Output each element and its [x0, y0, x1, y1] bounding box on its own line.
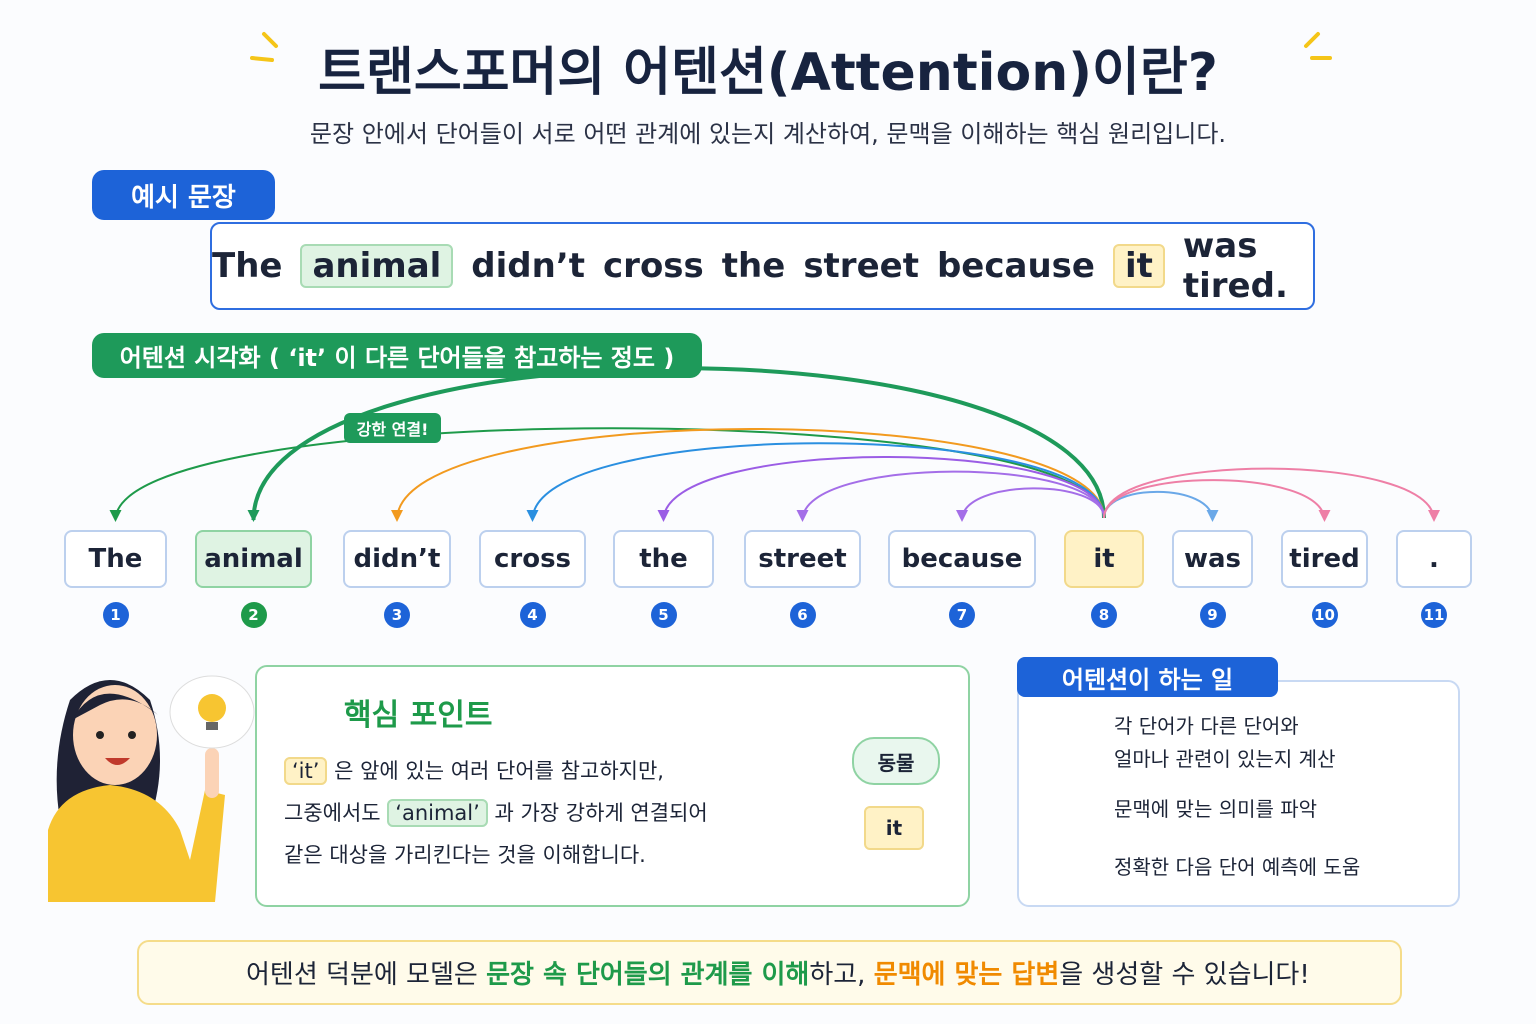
example-label: 예시 문장 [92, 170, 275, 220]
role-item: 문맥에 맞는 의미를 파악 [1114, 793, 1317, 826]
word: cross [603, 246, 704, 286]
footer-segment: 하고, [809, 960, 874, 990]
token-index: 11 [1421, 602, 1447, 628]
title: 트랜스포머의 어텐션(Attention)이란? [318, 43, 1218, 103]
footer-segment: 을 생성할 수 있습니다! [1059, 960, 1310, 990]
token: was [1172, 530, 1253, 588]
role-text: 각 단어가 다른 단어와 [1114, 714, 1299, 738]
key-point-segment: 은 앞에 있는 여러 단어를 참고하지만, [327, 759, 664, 783]
token-index: 9 [1199, 602, 1226, 628]
attention-arc [801, 470, 1105, 521]
token: . [1396, 530, 1472, 588]
arc-head [1428, 510, 1440, 522]
token: cross [479, 530, 586, 588]
key-point-segment: 같은 대상을 가리킨다는 것을 이해합니다. [284, 843, 646, 867]
key-point-title: 핵심 포인트 [344, 698, 493, 733]
footer-segment: 어텐션 덕분에 모델은 [246, 960, 487, 990]
annotation: 강한 연결! [344, 413, 441, 443]
arc-head [1318, 510, 1331, 522]
arc-head [956, 510, 968, 522]
attention-arc [662, 456, 1105, 521]
attention-arc [1103, 479, 1326, 521]
attention-arc [531, 442, 1105, 521]
subtitle: 문장 안에서 단어들이 서로 어떤 관계에 있는지 계산하여, 문맥을 이해하는… [309, 120, 1227, 148]
arc-head [657, 510, 670, 522]
token-index: 10 [1311, 602, 1338, 628]
roles-box [1017, 680, 1460, 907]
attention-arc [961, 487, 1105, 521]
arc-head [1206, 510, 1219, 522]
key-point-line: ‘it’ 은 앞에 있는 여러 단어를 참고하지만, [284, 750, 708, 792]
token-index: 8 [1091, 602, 1117, 628]
token: The [64, 530, 167, 588]
token-index: 1 [102, 602, 129, 628]
token-index: 3 [384, 602, 410, 628]
token: animal [195, 530, 312, 588]
example-sentence: The animal didn’t cross the street because it wa… [210, 222, 1315, 310]
key-point-box [255, 665, 970, 907]
arc-head [796, 510, 809, 522]
speech-bubble: 동물 [852, 737, 940, 785]
word: didn’t [471, 246, 586, 286]
arc-head [526, 510, 539, 522]
token: it [1064, 530, 1144, 588]
word: was tired. [1182, 226, 1288, 306]
key-point-segment: ‘animal’ [387, 799, 488, 827]
token-index: 7 [949, 602, 975, 628]
attention-arc [396, 428, 1105, 521]
attention-arc [114, 427, 1105, 521]
arc-head [391, 510, 403, 522]
key-point-segment: ‘it’ [284, 757, 328, 785]
role-item: 정확한 다음 단어 예측에 도움 [1114, 851, 1360, 884]
footer-text: 어텐션 덕분에 모델은 문장 속 단어들의 관계를 이해하고, 문맥에 맞는 답… [246, 954, 1310, 991]
footer-segment: 문맥에 맞는 답변 [873, 960, 1060, 990]
attention-arc [251, 366, 1106, 521]
word: street [803, 246, 919, 286]
token: because [888, 530, 1036, 588]
footer-box [137, 940, 1402, 1005]
target-word: it [864, 806, 924, 850]
arc-head [109, 510, 122, 522]
word: the [721, 246, 786, 286]
token: street [744, 530, 861, 588]
word: animal [300, 244, 454, 288]
key-point-text: ‘it’ 은 앞에 있는 여러 단어를 참고하지만, 그중에서도 ‘animal’… [284, 750, 708, 876]
footer-segment: 문장 속 단어들의 관계를 이해 [486, 960, 810, 990]
word: because [936, 246, 1095, 286]
token-index: 5 [650, 602, 677, 628]
key-point-line: 같은 대상을 가리킨다는 것을 이해합니다. [284, 834, 708, 876]
arc-head [247, 510, 260, 522]
token: tired [1281, 530, 1368, 588]
word: it [1112, 244, 1165, 288]
token-index: 2 [240, 602, 267, 628]
role-text: 정확한 다음 단어 예측에 도움 [1114, 855, 1361, 879]
key-point-segment: 과 가장 강하게 연결되어 [487, 801, 708, 825]
role-text: 문맥에 맞는 의미를 파악 [1114, 797, 1318, 821]
character [48, 675, 255, 902]
word: The [212, 246, 283, 286]
key-point-segment: 그중에서도 [284, 801, 388, 825]
token-index: 6 [789, 602, 816, 628]
roles-title: 어텐션이 하는 일 [1017, 657, 1278, 697]
token-index: 4 [519, 602, 546, 628]
sparkles [250, 32, 1332, 62]
visualization-label: 어텐션 시각화 ( ‘it’ 이 다른 단어들을 참고하는 정도 ) [92, 333, 702, 378]
attention-arc [1103, 467, 1435, 521]
token: the [613, 530, 714, 588]
key-point-line: 그중에서도 ‘animal’ 과 가장 강하게 연결되어 [284, 792, 708, 834]
token: didn’t [343, 530, 451, 588]
role-text: 얼마나 관련이 있는지 계산 [1114, 747, 1336, 771]
attention-arcs [109, 366, 1440, 522]
